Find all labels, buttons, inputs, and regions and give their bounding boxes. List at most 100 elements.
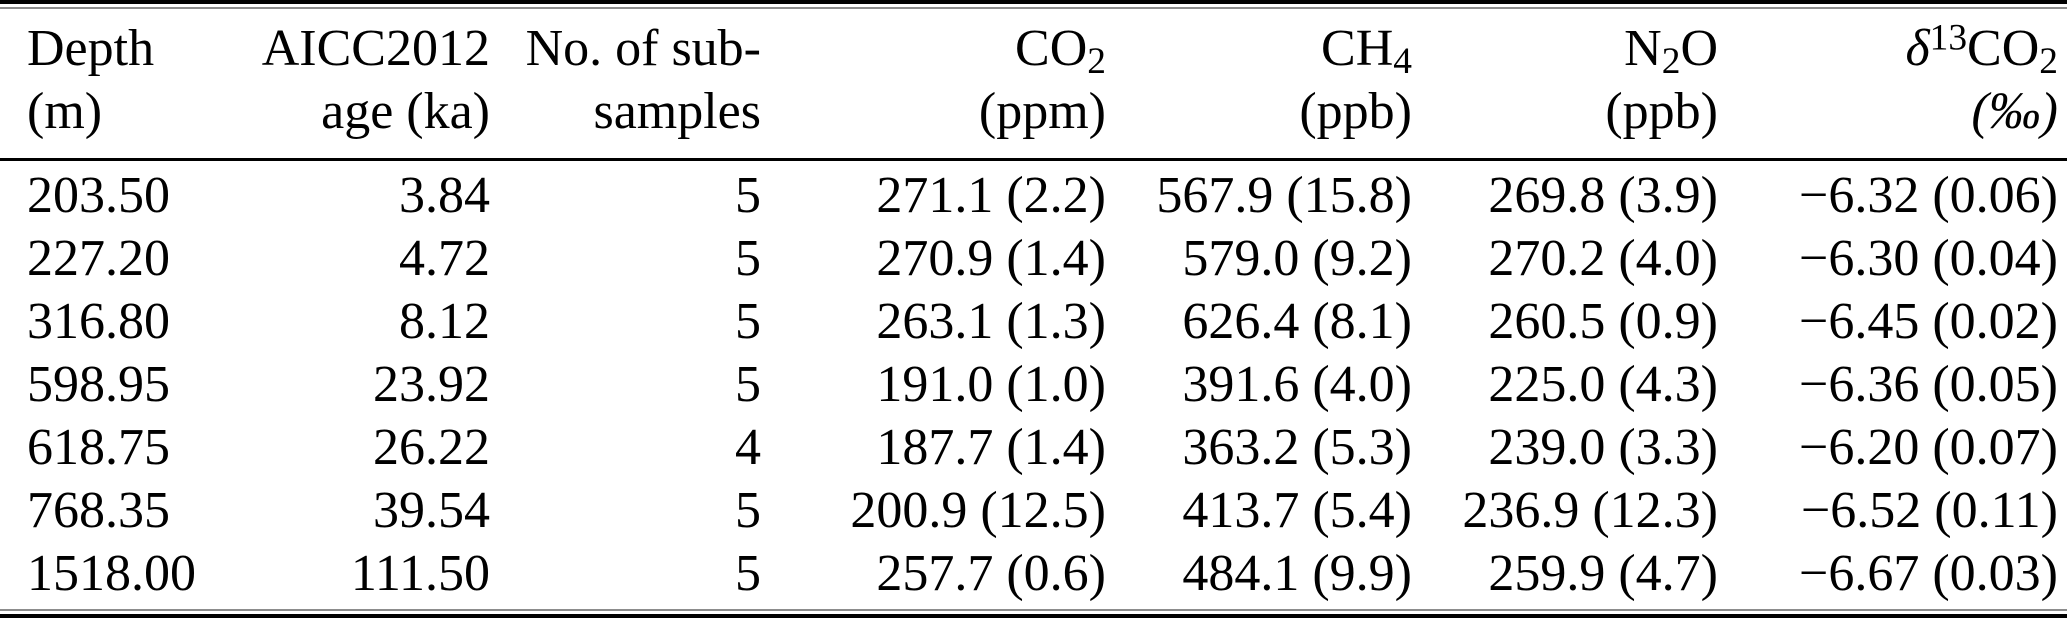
cell-n2o-ppb: 259.9 (4.7) xyxy=(1488,545,1718,602)
table-body: 203.50 3.84 5 271.1 (2.2) 567.9 (15.8) 269.8 … xyxy=(0,160,2067,606)
cell-depth: 316.80 xyxy=(27,293,170,350)
column-header-n2o-ppb: N2O (ppb) xyxy=(1412,9,1718,161)
cell-aicc2012-age: 26.22 xyxy=(373,419,490,476)
cell-num-subsamples: 5 xyxy=(735,230,761,287)
cell-d13co2-permil: −6.36 (0.05) xyxy=(1799,356,2058,413)
column-header-ch4-ppb-line2: (ppb) xyxy=(1106,80,1412,143)
header-row: Depth (m) AICC2012 age (ka) No. of sub-sampl… xyxy=(0,9,2067,161)
header-segment: No. of sub- xyxy=(525,20,761,77)
column-header-co2-ppm-line1: CO2 xyxy=(761,17,1106,80)
cell-depth: 227.20 xyxy=(27,230,170,287)
cell-ch4-ppb: 391.6 (4.0) xyxy=(1182,356,1412,413)
cell-depth: 1518.00 xyxy=(27,545,196,602)
header-segment: AICC2012 xyxy=(261,20,490,77)
header-segment: O xyxy=(1680,20,1718,77)
cell-num-subsamples: 5 xyxy=(735,167,761,224)
header-segment: (ppm) xyxy=(978,83,1106,140)
header-segment: δ xyxy=(1905,20,1930,77)
cell-co2-ppm: 270.9 (1.4) xyxy=(876,230,1106,287)
cell-n2o-ppb: 236.9 (12.3) xyxy=(1462,482,1718,539)
top-rule-heavy xyxy=(0,0,2067,4)
header-segment: (ppb) xyxy=(1299,83,1412,140)
cell-co2-ppm: 191.0 (1.0) xyxy=(876,356,1106,413)
cell-d13co2-permil: −6.20 (0.07) xyxy=(1799,419,2058,476)
cell-num-subsamples: 5 xyxy=(735,356,761,413)
cell-aicc2012-age: 4.72 xyxy=(399,230,490,287)
table-row: 768.35 39.54 5 200.9 (12.5) 413.7 (5.4) 236.9… xyxy=(0,479,2067,542)
cell-n2o-ppb: 239.0 (3.3) xyxy=(1488,419,1718,476)
header-segment: CH xyxy=(1321,20,1394,77)
column-header-ch4-ppb: CH4 (ppb) xyxy=(1106,9,1412,161)
table-row: 618.75 26.22 4 187.7 (1.4) 363.2 (5.3) 239.0 … xyxy=(0,416,2067,479)
header-segment: 2 xyxy=(2039,41,2058,83)
header-segment: N xyxy=(1624,20,1662,77)
bottom-rules xyxy=(0,609,2067,618)
cell-co2-ppm: 263.1 (1.3) xyxy=(876,293,1106,350)
cell-ch4-ppb: 567.9 (15.8) xyxy=(1156,167,1412,224)
header-segment: (ppb) xyxy=(1605,83,1718,140)
cell-num-subsamples: 5 xyxy=(735,293,761,350)
header-segment: (‰) xyxy=(1971,83,2058,140)
cell-n2o-ppb: 269.8 (3.9) xyxy=(1488,167,1718,224)
cell-depth: 618.75 xyxy=(27,419,170,476)
table-row: 316.80 8.12 5 263.1 (1.3) 626.4 (8.1) 260.5 (… xyxy=(0,290,2067,353)
header-segment: CO xyxy=(1967,20,2040,77)
column-header-num-subsamples: No. of sub-samples xyxy=(490,9,761,161)
cell-aicc2012-age: 23.92 xyxy=(373,356,490,413)
cell-co2-ppm: 200.9 (12.5) xyxy=(850,482,1106,539)
header-segment: age (ka) xyxy=(321,83,490,140)
header-segment: 4 xyxy=(1393,41,1412,83)
cell-d13co2-permil: −6.32 (0.06) xyxy=(1799,167,2058,224)
table-header: Depth (m) AICC2012 age (ka) No. of sub-sampl… xyxy=(0,9,2067,161)
column-header-d13co2-permil: δ13CO2 (‰) xyxy=(1718,9,2067,161)
header-segment: Depth xyxy=(27,20,155,77)
column-header-co2-ppm: CO2 (ppm) xyxy=(761,9,1106,161)
cell-depth: 598.95 xyxy=(27,356,170,413)
column-header-n2o-ppb-line1: N2O xyxy=(1412,17,1718,80)
column-header-num-subsamples-line1: No. of sub- xyxy=(490,17,761,80)
cell-aicc2012-age: 39.54 xyxy=(373,482,490,539)
gas-measurements-table: Depth (m) AICC2012 age (ka) No. of sub-sampl… xyxy=(0,9,2067,605)
cell-num-subsamples: 5 xyxy=(735,545,761,602)
table-row: 227.20 4.72 5 270.9 (1.4) 579.0 (9.2) 270.2 (… xyxy=(0,227,2067,290)
header-segment: 13 xyxy=(1929,17,1968,59)
cell-ch4-ppb: 484.1 (9.9) xyxy=(1182,545,1412,602)
cell-co2-ppm: 187.7 (1.4) xyxy=(876,419,1106,476)
cell-aicc2012-age: 111.50 xyxy=(350,545,490,602)
cell-num-subsamples: 4 xyxy=(735,419,761,476)
cell-ch4-ppb: 579.0 (9.2) xyxy=(1182,230,1412,287)
column-header-aicc2012-age-line2: age (ka) xyxy=(250,80,490,143)
header-segment: samples xyxy=(593,83,761,140)
table-row: 598.95 23.92 5 191.0 (1.0) 391.6 (4.0) 225.0 … xyxy=(0,353,2067,416)
column-header-depth-line1: Depth xyxy=(27,17,250,80)
cell-n2o-ppb: 260.5 (0.9) xyxy=(1488,293,1718,350)
column-header-d13co2-permil-line1: δ13CO2 xyxy=(1718,17,2058,80)
column-header-n2o-ppb-line2: (ppb) xyxy=(1412,80,1718,143)
cell-ch4-ppb: 363.2 (5.3) xyxy=(1182,419,1412,476)
column-header-depth: Depth (m) xyxy=(0,9,250,161)
cell-num-subsamples: 5 xyxy=(735,482,761,539)
cell-aicc2012-age: 8.12 xyxy=(399,293,490,350)
cell-d13co2-permil: −6.45 (0.02) xyxy=(1799,293,2058,350)
header-segment: 2 xyxy=(1661,41,1681,83)
cell-d13co2-permil: −6.67 (0.03) xyxy=(1799,545,2058,602)
cell-n2o-ppb: 270.2 (4.0) xyxy=(1488,230,1718,287)
cell-aicc2012-age: 3.84 xyxy=(399,167,490,224)
header-segment: CO xyxy=(1015,20,1088,77)
cell-depth: 203.50 xyxy=(27,167,170,224)
header-segment: 2 xyxy=(1087,41,1106,83)
bottom-rule-thin xyxy=(0,609,2067,611)
column-header-aicc2012-age: AICC2012 age (ka) xyxy=(250,9,490,161)
cell-d13co2-permil: −6.30 (0.04) xyxy=(1799,230,2058,287)
cell-depth: 768.35 xyxy=(27,482,170,539)
cell-co2-ppm: 257.7 (0.6) xyxy=(876,545,1106,602)
cell-ch4-ppb: 626.4 (8.1) xyxy=(1182,293,1412,350)
header-segment: (m) xyxy=(27,83,103,140)
table-row: 203.50 3.84 5 271.1 (2.2) 567.9 (15.8) 269.8 … xyxy=(0,160,2067,228)
cell-n2o-ppb: 225.0 (4.3) xyxy=(1488,356,1718,413)
cell-co2-ppm: 271.1 (2.2) xyxy=(876,167,1106,224)
column-header-co2-ppm-line2: (ppm) xyxy=(761,80,1106,143)
column-header-num-subsamples-line2: samples xyxy=(490,80,761,143)
table-row: 1518.00 111.50 5 257.7 (0.6) 484.1 (9.9) 259.… xyxy=(0,542,2067,605)
